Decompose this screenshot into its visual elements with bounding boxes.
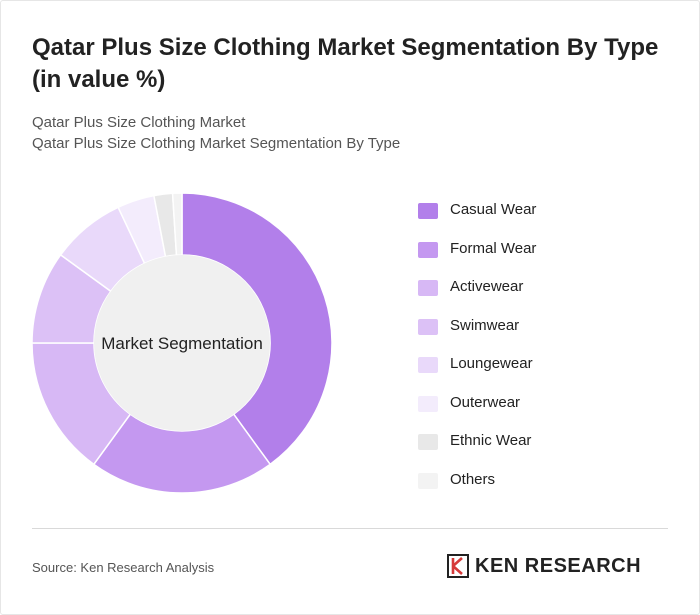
legend-label: Ethnic Wear xyxy=(450,432,532,449)
legend-label: Casual Wear xyxy=(450,201,537,218)
legend-swatch xyxy=(418,203,438,219)
legend-label: Swimwear xyxy=(450,316,520,334)
legend-item: Formal Wear xyxy=(418,238,678,277)
legend-item: Ethnic Wear xyxy=(418,430,678,469)
legend-swatch xyxy=(418,280,438,296)
legend-item: Loungewear xyxy=(418,353,678,392)
ken-research-logo-icon xyxy=(447,554,469,578)
legend-item: Casual Wear xyxy=(418,199,678,238)
legend-label: Loungewear xyxy=(450,355,533,372)
legend-label: Formal Wear xyxy=(450,239,537,257)
legend-label: Activewear xyxy=(450,278,524,295)
donut-hole xyxy=(94,255,270,431)
footer-divider xyxy=(32,528,668,529)
subtitle-market: Qatar Plus Size Clothing Market xyxy=(32,114,246,131)
legend-item: Outerwear xyxy=(418,392,678,431)
legend-swatch xyxy=(418,241,438,258)
legend-swatch xyxy=(418,318,438,335)
legend-item: Swimwear xyxy=(418,315,678,354)
legend-item: Activewear xyxy=(418,276,678,315)
subtitle-segmentation: Qatar Plus Size Clothing Market Segmenta… xyxy=(32,135,401,152)
source-note: Source: Ken Research Analysis xyxy=(32,560,215,575)
legend-swatch xyxy=(418,395,438,412)
donut-slices xyxy=(31,192,333,494)
legend-label: Others xyxy=(450,470,496,488)
brand-name: KEN RESEARCH xyxy=(475,554,642,577)
donut-center-label: Market Segmentation xyxy=(101,334,263,353)
legend-swatch xyxy=(418,472,438,489)
legend-item: Others xyxy=(418,469,678,508)
legend-swatch xyxy=(418,357,438,373)
donut-chart: Market Segmentation xyxy=(31,192,333,494)
page-title: Qatar Plus Size Clothing Market Segmenta… xyxy=(32,34,659,93)
legend-swatch xyxy=(418,434,438,450)
legend-label: Outerwear xyxy=(450,393,521,411)
brand-logo: KEN RESEARCH xyxy=(447,553,641,579)
chart-legend: Casual Wear Formal Wear Activewear Swimwear… xyxy=(418,199,678,507)
